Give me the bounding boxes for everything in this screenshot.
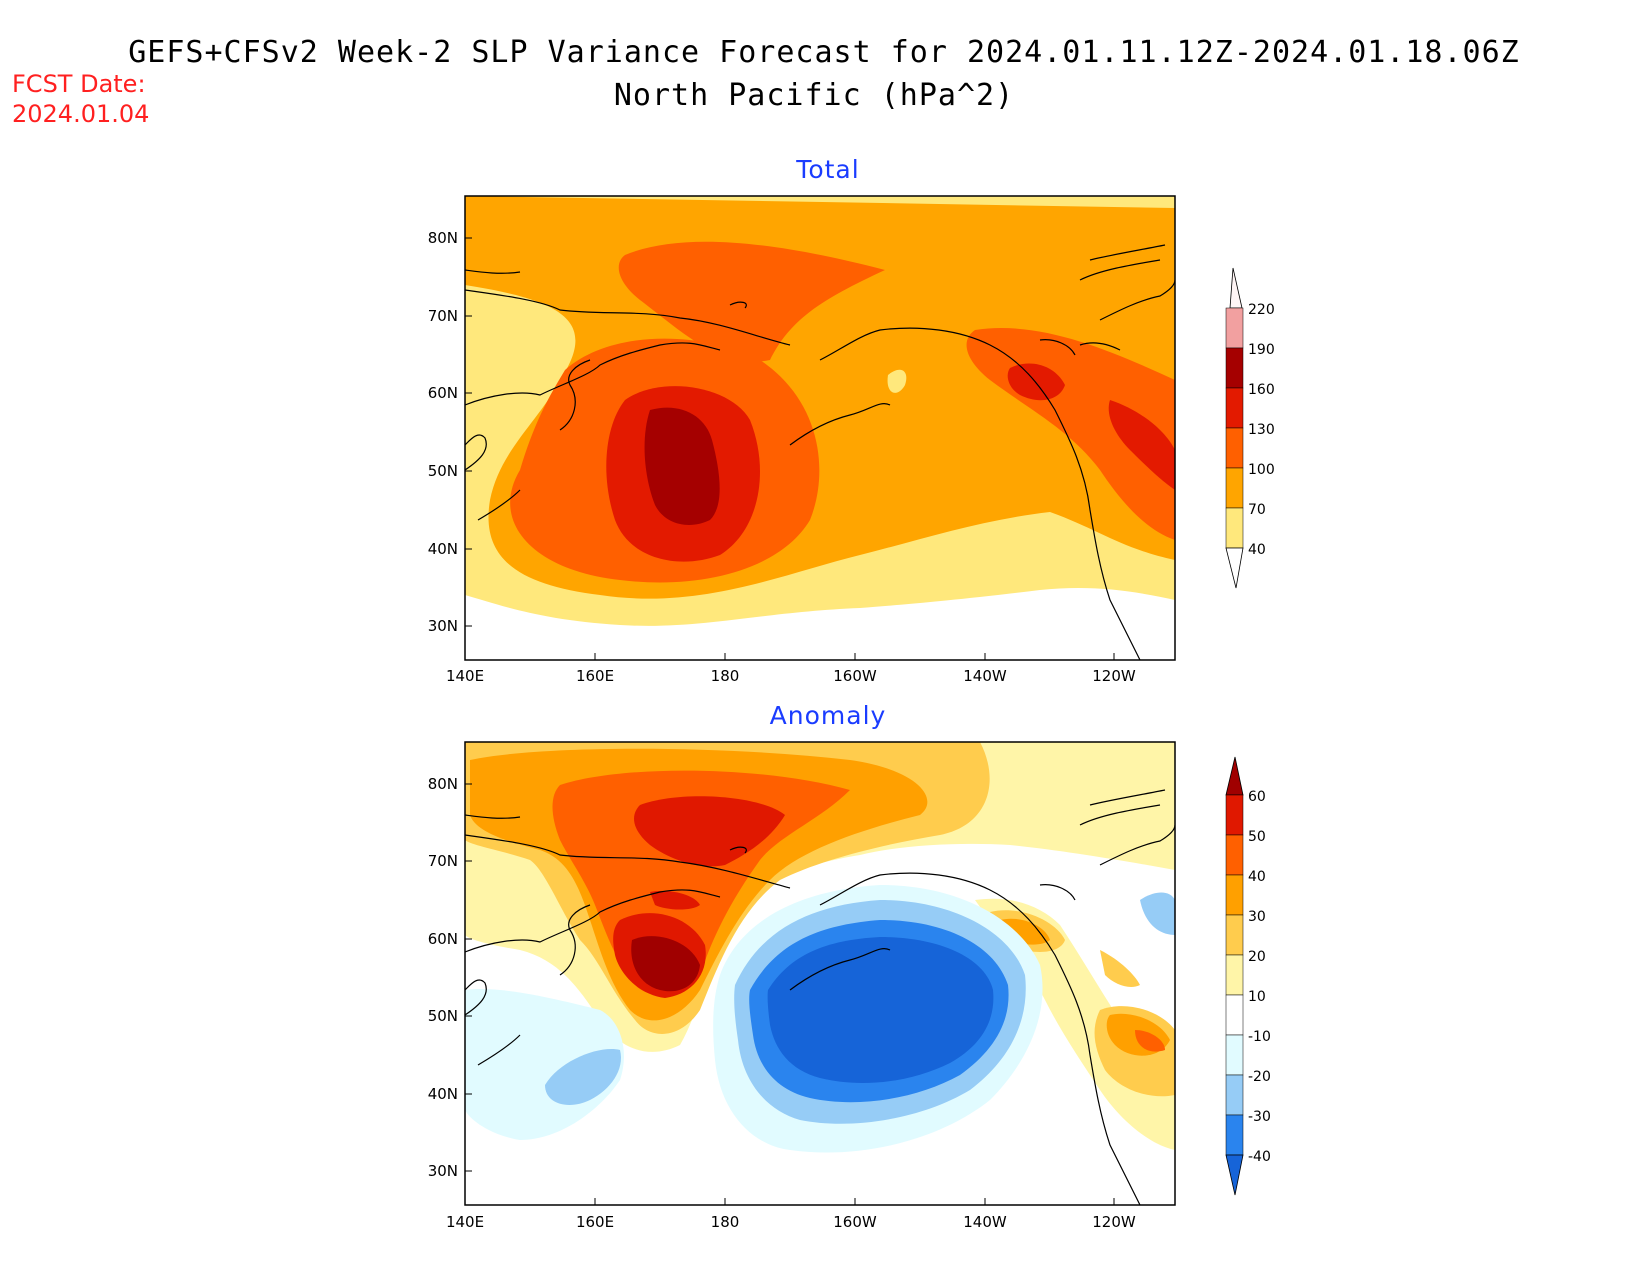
anomaly-colorbar-label: 60 <box>1248 789 1266 805</box>
total-colorbar-swatch <box>1225 307 1244 349</box>
anomaly-colorbar-swatch <box>1225 1114 1244 1156</box>
total-lat-label: 40N <box>428 540 458 558</box>
total-lat-label: 80N <box>428 229 458 247</box>
anomaly-colorbar-label: 50 <box>1248 829 1266 845</box>
total-colorbar-label: 220 <box>1248 302 1275 318</box>
anomaly-colorbar-swatch <box>1225 874 1244 916</box>
anomaly-colorbar: 60 50 40 30 20 10 -10 -20 -30 -40 <box>1225 756 1271 1196</box>
panel-title-total: Total <box>795 155 859 184</box>
anomaly-colorbar-swatch <box>1225 834 1244 876</box>
anomaly-colorbar-label: 10 <box>1248 989 1266 1005</box>
total-lat-label: 50N <box>428 462 458 480</box>
figure-subtitle: North Pacific (hPa^2) <box>614 78 1014 113</box>
total-colorbar-label: 130 <box>1248 422 1275 438</box>
anomaly-lon-label: 160E <box>576 1213 614 1231</box>
anomaly-lat-axis: 80N 70N 60N 50N 40N 30N <box>428 775 472 1180</box>
anomaly-colorbar-label: 20 <box>1248 949 1266 965</box>
total-coastlines <box>465 244 1175 660</box>
total-colorbar-label: 100 <box>1248 462 1275 478</box>
total-colorbar-label: 40 <box>1248 542 1266 558</box>
total-colorbar-label: 190 <box>1248 342 1275 358</box>
total-colorbar: 220 190 160 130 100 70 40 <box>1225 267 1275 589</box>
total-lon-label: 120W <box>1092 667 1136 685</box>
anomaly-map-frame <box>464 741 1176 1206</box>
total-colorbar-swatch <box>1225 467 1244 509</box>
anomaly-colorbar-swatch <box>1225 954 1244 996</box>
total-lat-label: 60N <box>428 384 458 402</box>
anomaly-colorbar-swatch <box>1225 1034 1244 1076</box>
total-lat-label: 70N <box>428 307 458 325</box>
anomaly-lon-label: 140W <box>963 1213 1007 1231</box>
anomaly-colorbar-label: 30 <box>1248 909 1266 925</box>
total-lon-label: 140E <box>446 667 484 685</box>
anomaly-lon-label: 120W <box>1092 1213 1136 1231</box>
panel-title-anomaly: Anomaly <box>770 701 887 730</box>
total-colorbar-swatch <box>1225 347 1244 389</box>
anomaly-colorbar-label: -20 <box>1248 1069 1271 1085</box>
total-lon-label: 180 <box>711 667 740 685</box>
anomaly-colorbar-swatch <box>1225 914 1244 956</box>
total-colorbar-label: 160 <box>1248 382 1275 398</box>
anomaly-map-field <box>465 742 1175 1205</box>
anomaly-lon-label: 180 <box>711 1213 740 1231</box>
total-colorbar-swatch <box>1225 507 1244 549</box>
total-colorbar-label: 70 <box>1248 502 1266 518</box>
total-lon-label: 160W <box>833 667 877 685</box>
anomaly-colorbar-swatch <box>1225 1074 1244 1116</box>
anomaly-colorbar-label: -10 <box>1248 1029 1271 1045</box>
total-lat-axis: 80N 70N 60N 50N 40N 30N <box>428 229 472 635</box>
anomaly-lat-label: 50N <box>428 1007 458 1025</box>
total-lat-label: 30N <box>428 617 458 635</box>
total-lon-label: 160E <box>576 667 614 685</box>
figure-title: GEFS+CFSv2 Week-2 SLP Variance Forecast … <box>128 35 1520 70</box>
anomaly-lon-label: 140E <box>446 1213 484 1231</box>
anomaly-lat-label: 60N <box>428 930 458 948</box>
fcst-date-value: 2024.01.04 <box>12 100 149 128</box>
total-map-frame <box>464 195 1176 661</box>
total-colorbar-swatch <box>1225 387 1244 429</box>
anomaly-lon-label: 160W <box>833 1213 877 1231</box>
anomaly-lon-axis: 140E 160E 180 160W 140W 120W <box>446 1198 1136 1231</box>
anomaly-lat-label: 70N <box>428 852 458 870</box>
anomaly-coastlines <box>465 789 1175 1205</box>
anomaly-lat-label: 40N <box>428 1085 458 1103</box>
total-map-field <box>465 196 1175 660</box>
total-colorbar-swatch <box>1225 427 1244 469</box>
anomaly-colorbar-label: 40 <box>1248 869 1266 885</box>
fcst-date-label: FCST Date: <box>12 70 146 98</box>
anomaly-colorbar-label: -30 <box>1248 1109 1271 1125</box>
total-lon-axis: 140E 160E 180 160W 140W 120W <box>446 653 1136 685</box>
anomaly-colorbar-label: -40 <box>1248 1149 1271 1165</box>
total-lon-label: 140W <box>963 667 1007 685</box>
anomaly-lat-label: 80N <box>428 775 458 793</box>
anomaly-colorbar-swatch <box>1225 794 1244 836</box>
anomaly-colorbar-swatch <box>1225 994 1244 1036</box>
anomaly-lat-label: 30N <box>428 1162 458 1180</box>
